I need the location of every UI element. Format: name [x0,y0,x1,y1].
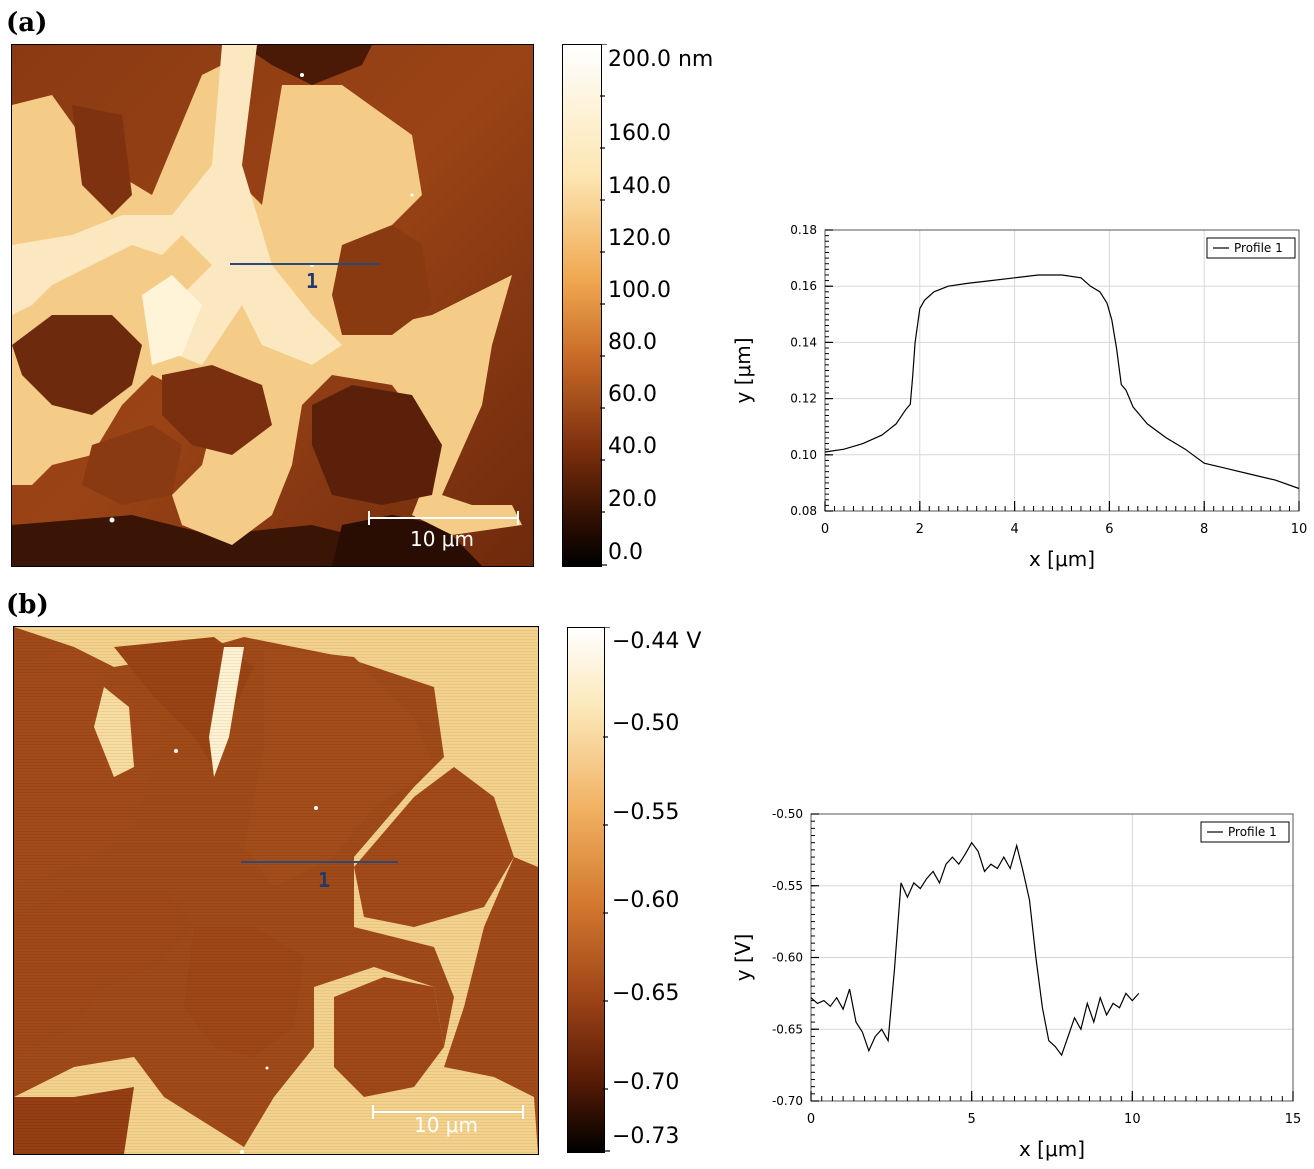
x-tick-label: 10 [1291,522,1308,537]
x-tick-label: 0 [807,1112,815,1127]
colorbar-tick-label: 200.0 nm [608,47,714,72]
afm-topography-image: 1 10 μm [11,44,534,567]
panel-label-b: (b) [6,590,49,620]
y-tick-label: 0.12 [790,392,817,406]
colorbar-tick-label: 160.0 [608,121,671,146]
colorbar-tick-label: −0.60 [612,888,680,913]
legend-label: Profile 1 [1228,825,1277,839]
colorbar-tick-label: 80.0 [608,330,657,355]
y-tick-label: 0.08 [790,504,817,518]
y-tick-label: 0.14 [790,335,817,349]
colorbar-tick-label: −0.70 [612,1070,680,1095]
colorbar-tick-label: 120.0 [608,226,671,251]
colorbar-tick-label: 0.0 [608,540,643,565]
y-tick-label: -0.50 [772,807,803,821]
y-tick-label: 0.16 [790,279,817,293]
colorbar-tick-label: −0.55 [612,800,680,825]
scale-bar-label-b: 10 μm [414,1113,479,1137]
colorbar-b-ticks [603,627,610,1152]
colorbar-tick-label: −0.50 [612,711,680,736]
x-tick-label: 2 [916,522,924,537]
colorbar-a [562,44,602,567]
colorbar-tick-label: −0.44 V [612,629,702,654]
colorbar-tick-label: −0.65 [612,981,680,1006]
x-tick-label: 4 [1010,522,1018,537]
y-tick-label: -0.70 [772,1094,803,1108]
x-tick-label: 8 [1200,522,1208,537]
panel-label-a: (a) [6,8,48,38]
y-axis-label: y [μm] [731,337,755,403]
line-chart-b: 0 5 10 15 -0.70 -0.65 -0.60 -0.55 -0.50 x [μm] y [… [731,807,1302,1161]
series-line-profile-1 [824,274,1300,490]
x-tick-label: 6 [1105,522,1113,537]
y-tick-label: 0.18 [790,223,817,237]
legend-label: Profile 1 [1234,241,1283,255]
colorbar-tick-label: 100.0 [608,278,671,303]
colorbar-tick-label: 140.0 [608,174,671,199]
colorbar-tick-label: 40.0 [608,434,657,459]
x-tick-label: 10 [1124,1112,1141,1127]
profile-marker-a: 1 [306,269,319,293]
x-tick-label: 0 [821,522,829,537]
y-tick-label: 0.10 [790,448,817,462]
y-tick-label: -0.60 [772,951,803,965]
x-tick-label: 15 [1285,1112,1302,1127]
colorbar-tick-label: −0.73 [612,1124,680,1149]
x-axis-label: x [μm] [1029,547,1095,571]
y-tick-label: -0.65 [772,1022,803,1036]
y-axis-label: y [V] [731,934,755,981]
x-tick-label: 5 [968,1112,976,1127]
profile-marker-b: 1 [318,868,331,892]
afm-potential-image: 1 10 μm [13,626,539,1155]
colorbar-a-ticks [600,44,607,566]
legend-box [1200,821,1290,843]
series-line-profile-1 [810,841,1140,1057]
line-chart-a: 0 2 4 6 8 10 0.08 0.10 0.12 0.14 0.16 0.18 x [μm] y [… [731,223,1308,571]
colorbar-b [567,627,605,1153]
colorbar-tick-label: 60.0 [608,382,657,407]
x-axis-label: x [μm] [1019,1137,1085,1161]
legend-box [1206,237,1296,259]
scale-bar-label-a: 10 μm [410,527,475,551]
colorbar-tick-label: 20.0 [608,487,657,512]
y-tick-label: -0.55 [772,879,803,893]
